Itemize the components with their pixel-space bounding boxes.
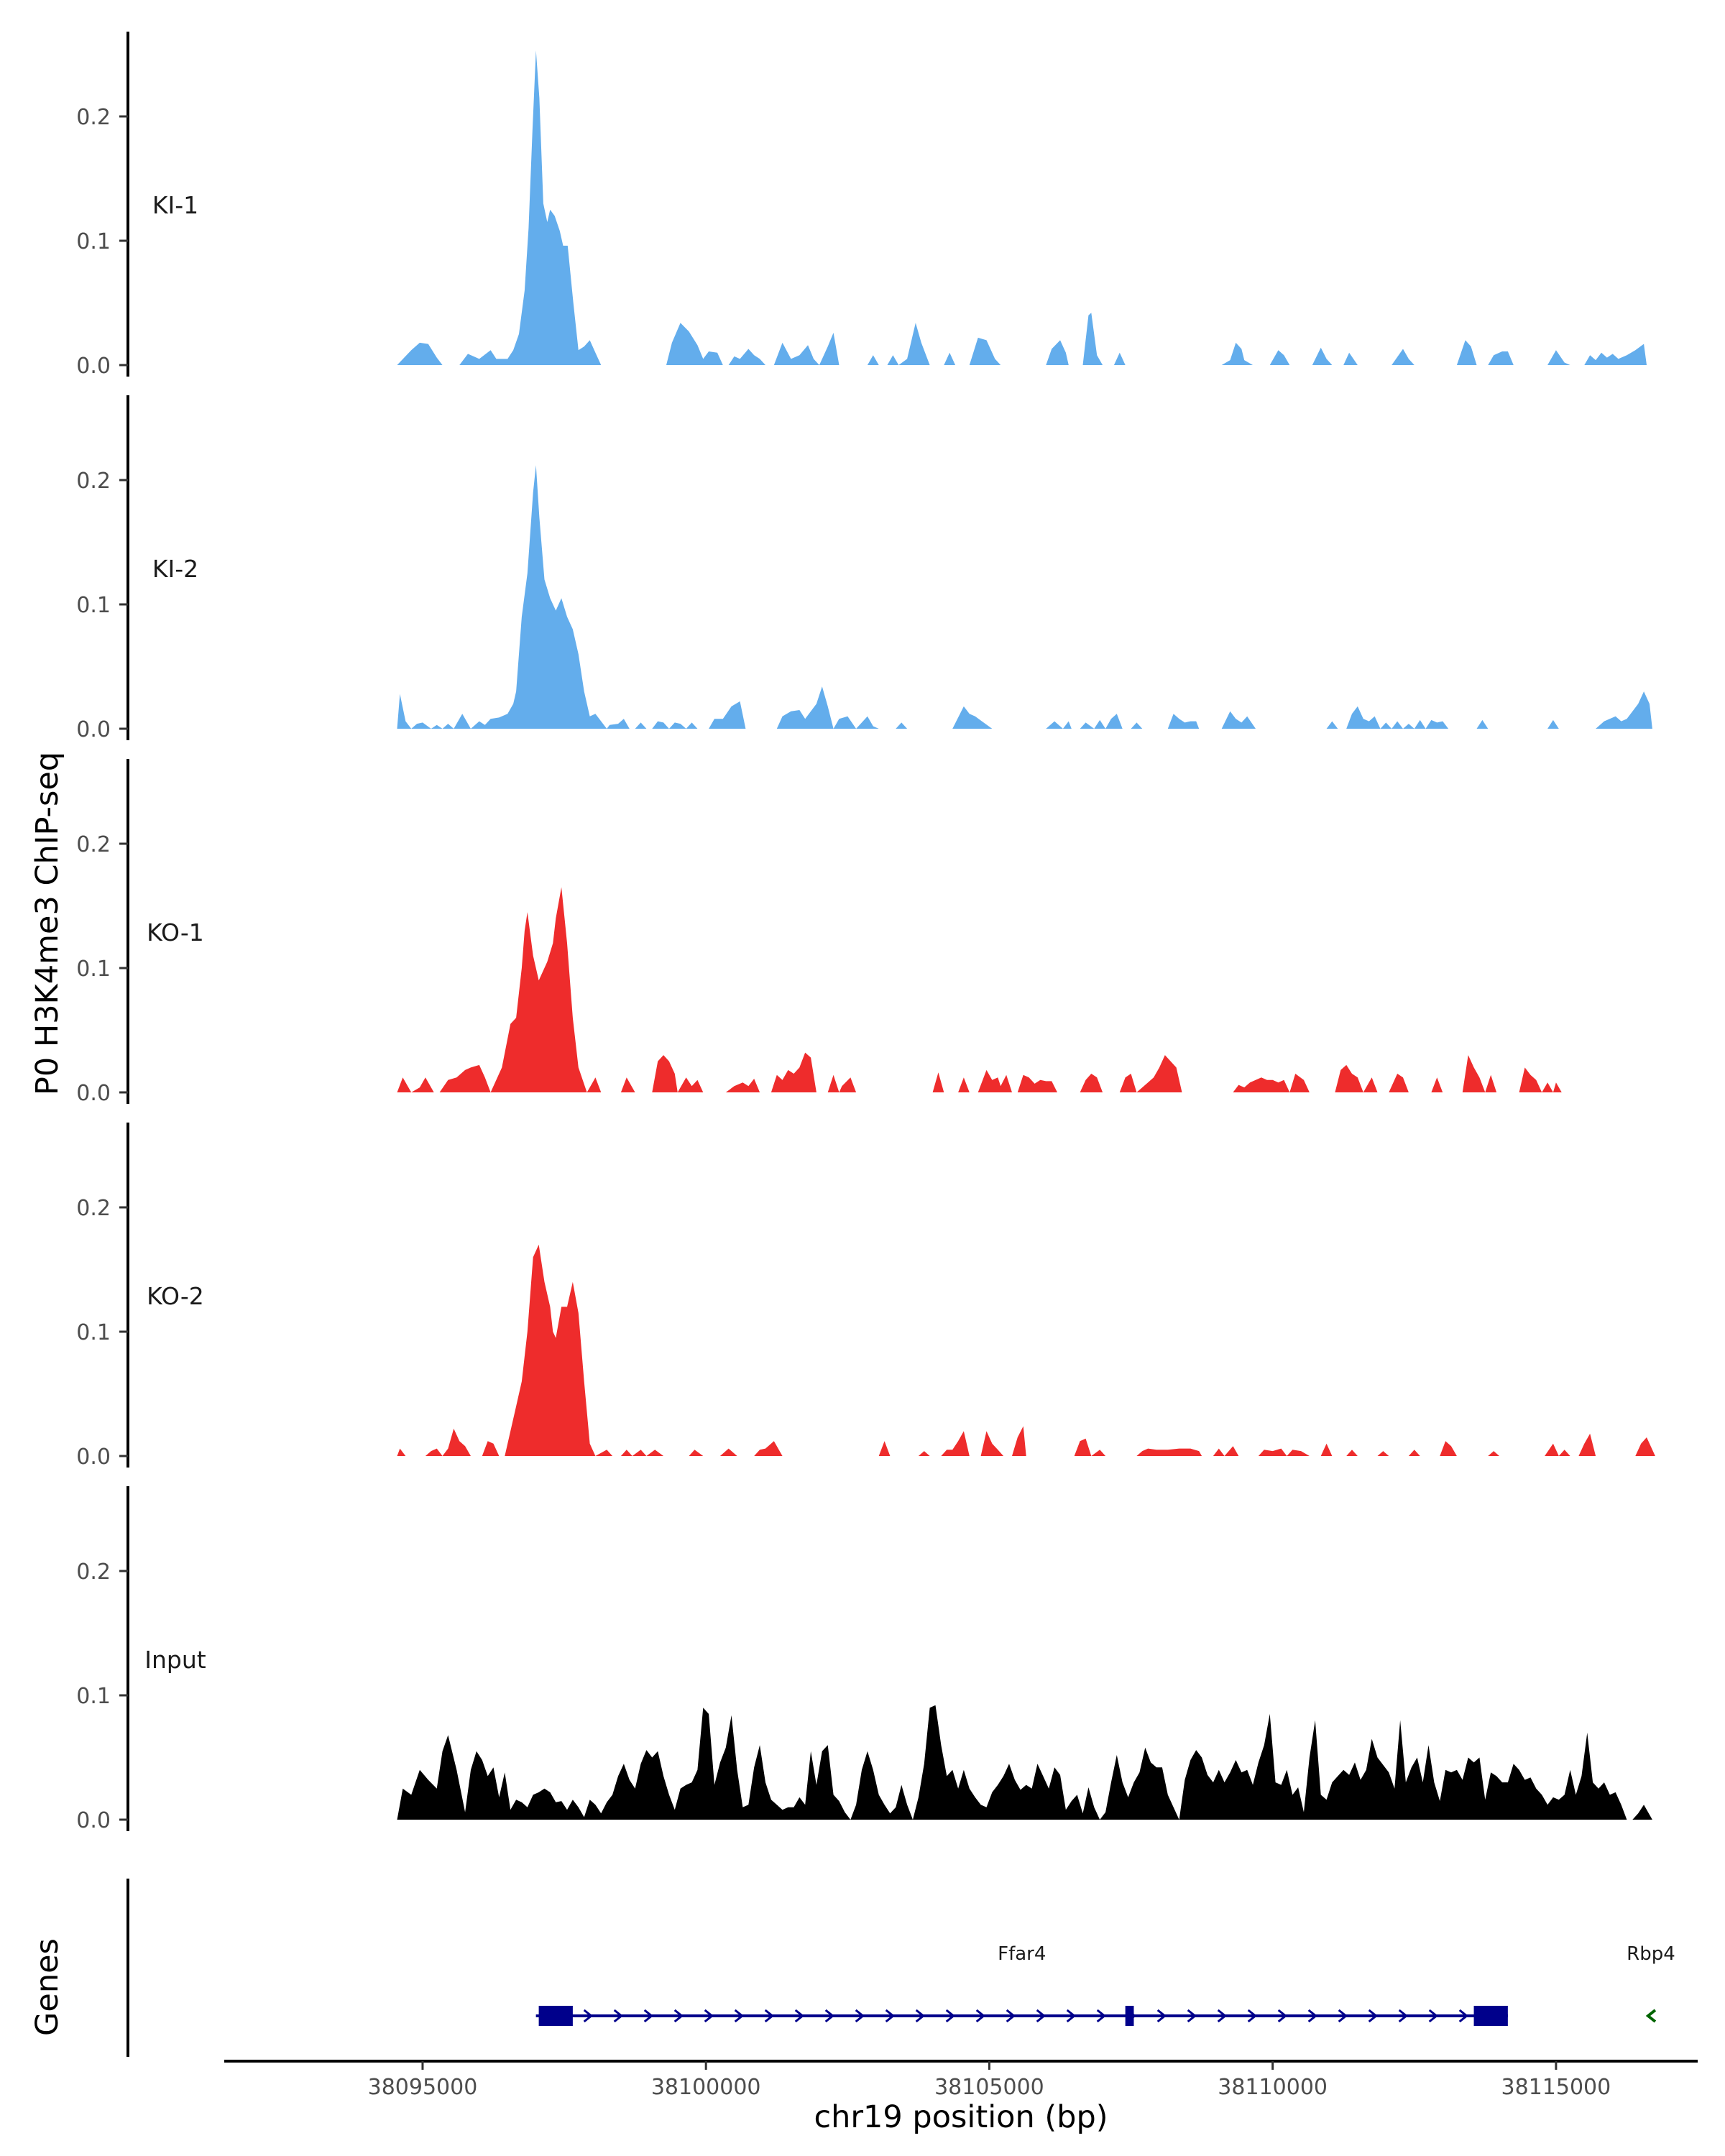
y-tick-label: 0.1 [76, 957, 111, 982]
strand-arrow [1066, 2009, 1077, 2023]
strand-arrow [734, 2009, 745, 2023]
gene-ffar4: Ffar4 [535, 1943, 1508, 2026]
y-tick-label: 0.2 [76, 832, 111, 857]
strand-arrow [1036, 2009, 1046, 2023]
strand-arrow [1458, 2009, 1469, 2023]
track-ki-2: 0.0 0.1 0.2 KI-2 [76, 395, 1652, 742]
genes-track-label: Genes [29, 1938, 65, 2036]
signal-area-ko-2 [397, 1244, 1655, 1456]
track-label: KI-1 [152, 191, 198, 219]
gene-exon [538, 2006, 573, 2026]
y-tick-label: 0.0 [76, 1081, 111, 1106]
y-tick-label: 0.0 [76, 1808, 111, 1833]
strand-arrow [1277, 2009, 1288, 2023]
strand-arrow [643, 2009, 654, 2023]
strand-arrow [975, 2009, 986, 2023]
track-label: KI-2 [152, 555, 198, 583]
strand-arrow [1338, 2009, 1348, 2023]
strand-arrow [613, 2009, 624, 2023]
strand-arrow [1368, 2009, 1379, 2023]
x-tick-label: 38100000 [651, 2075, 761, 2100]
track-input: 0.0 0.1 0.2 Input [76, 1486, 1652, 1833]
signal-area-ko-1 [397, 887, 1562, 1092]
strand-arrow [1156, 2009, 1167, 2023]
x-tick-label: 38110000 [1218, 2075, 1328, 2100]
track-label: Input [144, 1646, 206, 1674]
track-ko-1: 0.0 0.1 0.2 KO-1 [76, 759, 1562, 1106]
strand-arrow [704, 2009, 714, 2023]
y-tick-label: 0.1 [76, 593, 111, 618]
x-axis-title: chr19 position (bp) [814, 2099, 1108, 2135]
strand-arrow [945, 2009, 956, 2023]
track-ki-1: 0.0 0.1 0.2 KI-1 [76, 32, 1647, 379]
strand-arrow [764, 2009, 775, 2023]
strand-arrow [583, 2009, 594, 2023]
y-tick-label: 0.2 [76, 1560, 111, 1585]
strand-arrow [1428, 2009, 1439, 2023]
y-tick-label: 0.0 [76, 1445, 111, 1470]
strand-arrow [855, 2009, 865, 2023]
strand-arrow [915, 2009, 926, 2023]
y-tick-label: 0.1 [76, 229, 111, 254]
gene-rbp4: Rbp4 [1627, 1943, 1675, 2023]
track-label: KO-2 [147, 1282, 204, 1310]
strand-arrow [1247, 2009, 1258, 2023]
y-axis-title: P0 H3K4me3 ChIP-seq [29, 752, 65, 1095]
strand-arrow [1217, 2009, 1228, 2023]
strand-arrow [1645, 2009, 1657, 2023]
y-tick-label: 0.1 [76, 1684, 111, 1709]
y-tick-label: 0.1 [76, 1320, 111, 1345]
signal-area-ki-2 [397, 465, 1652, 729]
y-tick-label: 0.0 [76, 717, 111, 742]
genes-track: Genes Ffar4 Rbp4 [29, 1879, 1675, 2057]
gene-exon [1125, 2006, 1134, 2026]
signal-area-ki-1 [397, 50, 1647, 366]
tracks-layer: 0.00.10.2KI-10.00.10.2KI-20.00.10.2KO-10… [76, 32, 1655, 1833]
x-tick-label: 38095000 [368, 2075, 478, 2100]
track-ko-2: 0.0 0.1 0.2 KO-2 [76, 1123, 1655, 1470]
x-tick-label: 38115000 [1501, 2075, 1611, 2100]
track-label: KO-1 [147, 918, 204, 946]
strand-arrow [1187, 2009, 1197, 2023]
strand-arrow [1006, 2009, 1016, 2023]
gene-name: Rbp4 [1627, 1943, 1675, 1965]
strand-arrow [794, 2009, 805, 2023]
x-axis: 38095000 38100000 38105000 38110000 38115000 [224, 2060, 1698, 2100]
y-tick-label: 0.0 [76, 354, 111, 379]
signal-area-input [397, 1705, 1652, 1820]
y-tick-label: 0.2 [76, 469, 111, 494]
strand-arrow [1398, 2009, 1409, 2023]
y-tick-label: 0.2 [76, 1196, 111, 1221]
strand-arrow [673, 2009, 684, 2023]
y-tick-label: 0.2 [76, 105, 111, 130]
gene-name: Ffar4 [998, 1943, 1046, 1965]
strand-arrow [1096, 2009, 1107, 2023]
gene-exon [1473, 2006, 1508, 2026]
strand-arrow [885, 2009, 896, 2023]
strand-arrow [824, 2009, 835, 2023]
strand-arrow [1307, 2009, 1318, 2023]
x-tick-label: 38105000 [934, 2075, 1044, 2100]
